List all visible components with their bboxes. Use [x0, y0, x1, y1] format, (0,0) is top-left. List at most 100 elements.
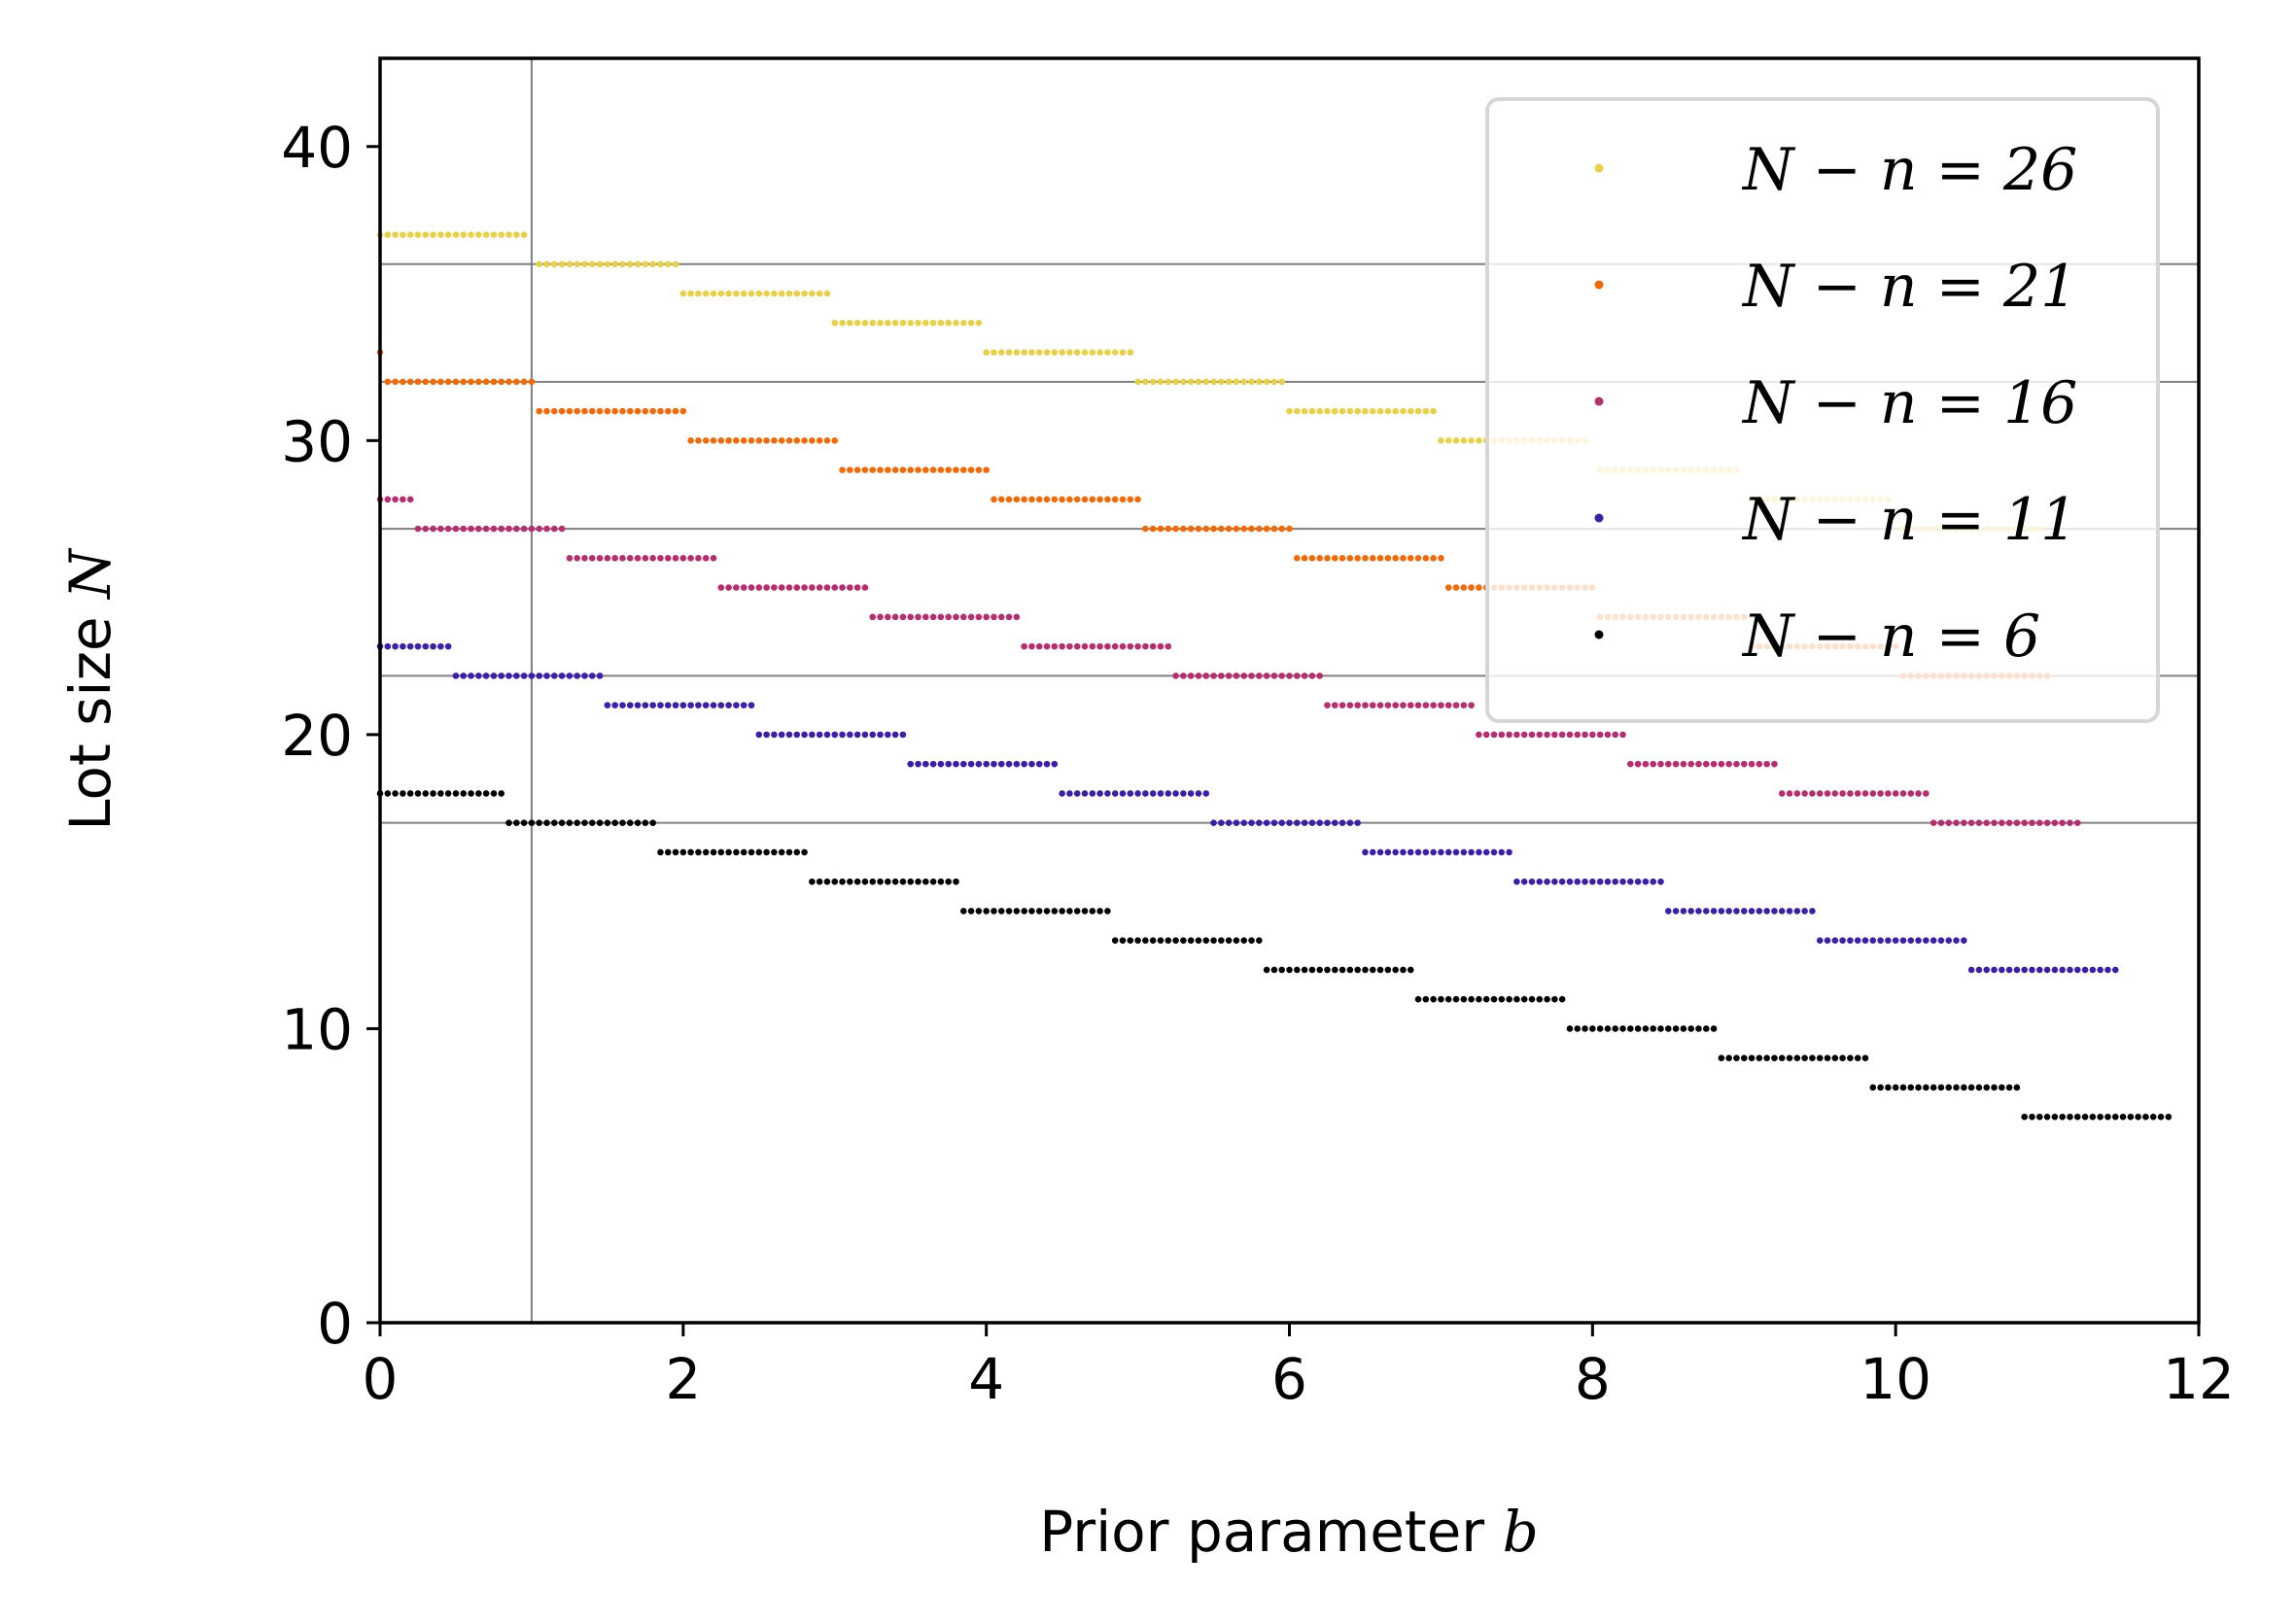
point-s3-t6-19: [1354, 819, 1361, 826]
point-s4-t7-15: [1528, 995, 1536, 1003]
point-s0-t5-16: [1256, 378, 1263, 386]
point-s3-t1-6: [498, 673, 505, 679]
point-s4-t10-12: [1961, 1084, 1967, 1091]
point-s2-t11-18: [2067, 819, 2073, 826]
point-s1-t6-11: [1225, 525, 1233, 533]
legend-label-2: N − n = 16: [1741, 369, 2077, 437]
point-s0-t0-3: [400, 231, 406, 238]
point-s4-t2-0: [657, 848, 664, 856]
point-s4-t6-18: [1400, 966, 1407, 974]
point-s4-t5-5: [1149, 937, 1157, 944]
point-s0-t6-5: [1324, 407, 1331, 415]
point-s4-t1-11: [588, 819, 596, 826]
point-s4-t11-0: [2021, 1113, 2028, 1121]
point-s4-t9-3: [1740, 1054, 1748, 1061]
point-s4-t1-1: [513, 819, 520, 826]
point-s4-t3-13: [907, 878, 915, 885]
point-s3-t3-18: [891, 731, 899, 739]
point-s2-t8-6: [1520, 731, 1528, 739]
point-s2-t4-14: [975, 613, 983, 621]
point-s3-t9-16: [1786, 908, 1793, 915]
point-s3-t0-3: [400, 642, 406, 650]
point-s4-t2-11: [740, 848, 748, 856]
point-s4-t1-12: [596, 819, 604, 826]
point-s0-t0-16: [498, 231, 505, 238]
point-s2-t3-16: [839, 584, 846, 591]
point-s3-t4-7: [959, 760, 967, 768]
point-s0-t3-14: [937, 320, 945, 327]
point-s1-t1-17: [513, 378, 520, 386]
point-s2-t0-1: [384, 496, 392, 503]
point-s1-t5-8: [1051, 496, 1059, 503]
point-s0-t1-7: [588, 260, 596, 268]
point-s3-t1-5: [490, 673, 498, 679]
point-s3-t10-19: [1961, 937, 1967, 944]
point-s1-t6-7: [1195, 525, 1202, 533]
point-s3-t9-19: [1809, 908, 1816, 915]
point-s1-t7-10: [1369, 555, 1376, 562]
point-s0-t5-6: [1180, 378, 1187, 386]
point-s4-t4-6: [1005, 908, 1013, 915]
point-s2-t8-14: [1582, 731, 1588, 739]
point-s3-t8-14: [1619, 878, 1626, 885]
point-s4-t2-8: [717, 848, 725, 856]
point-s0-t1-3: [558, 260, 566, 268]
point-s2-t6-12: [1263, 673, 1270, 679]
point-s2-t5-17: [1149, 642, 1157, 650]
point-s2-t8-8: [1536, 731, 1544, 739]
point-s3-t10-3: [1839, 937, 1846, 944]
point-s4-t4-11: [1043, 908, 1051, 915]
point-s3-t1-17: [581, 673, 588, 679]
point-s2-t9-18: [1763, 760, 1770, 768]
point-s2-t3-6: [763, 584, 770, 591]
point-s3-t0-2: [392, 642, 399, 650]
point-s2-t1-7: [468, 525, 474, 533]
point-s2-t6-5: [1210, 673, 1217, 679]
point-s3-t6-15: [1324, 819, 1331, 826]
point-s3-t6-5: [1248, 819, 1255, 826]
point-s3-t10-10: [1892, 937, 1899, 944]
point-s4-t5-8: [1172, 937, 1179, 944]
point-s0-t5-8: [1195, 378, 1202, 386]
point-s3-t7-12: [1452, 848, 1460, 856]
point-s4-t2-1: [664, 848, 672, 856]
point-s0-t6-2: [1301, 407, 1308, 415]
point-s3-t5-13: [1157, 790, 1165, 797]
point-s2-t6-18: [1308, 673, 1316, 679]
point-s4-t7-17: [1544, 995, 1550, 1003]
point-s3-t8-19: [1657, 878, 1664, 885]
point-s2-t2-12: [657, 555, 664, 562]
point-s3-t0-9: [444, 642, 452, 650]
point-s4-t3-12: [899, 878, 907, 885]
point-s2-t5-11: [1104, 642, 1111, 650]
point-s3-t1-10: [528, 673, 536, 679]
point-s2-t2-15: [679, 555, 687, 562]
point-s2-t11-1: [1937, 819, 1945, 826]
point-s4-t5-0: [1111, 937, 1119, 944]
legend-marker-2: [1594, 397, 1604, 406]
point-s2-t4-9: [937, 613, 945, 621]
point-s2-t6-1: [1180, 673, 1187, 679]
point-s2-t10-1: [1786, 790, 1793, 797]
point-s3-t2-3: [626, 702, 634, 708]
point-s3-t3-2: [771, 731, 778, 739]
point-s4-t9-2: [1733, 1054, 1740, 1061]
point-s4-t4-13: [1059, 908, 1065, 915]
point-s1-t1-9: [452, 378, 460, 386]
point-s4-t2-3: [679, 848, 687, 856]
point-s1-t2-0: [536, 407, 543, 415]
point-s0-t2-12: [771, 290, 778, 297]
point-s3-t8-2: [1528, 878, 1536, 885]
point-s0-t5-1: [1142, 378, 1149, 386]
point-s1-t5-4: [1021, 496, 1027, 503]
point-s2-t6-14: [1278, 673, 1285, 679]
point-s3-t5-3: [1081, 790, 1089, 797]
point-s3-t11-10: [2043, 966, 2051, 974]
point-s1-t5-7: [1043, 496, 1051, 503]
point-s4-t10-14: [1975, 1084, 1983, 1091]
point-s0-t3-13: [929, 320, 937, 327]
point-s2-t5-18: [1157, 642, 1165, 650]
point-s4-t6-13: [1362, 966, 1369, 974]
point-s4-t11-13: [2119, 1113, 2127, 1121]
